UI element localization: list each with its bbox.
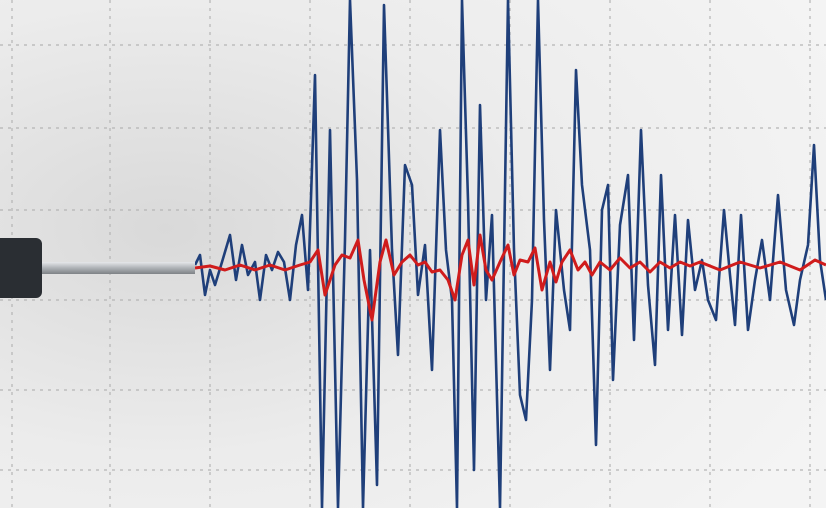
seismograph-stylus bbox=[0, 238, 195, 298]
stylus-body bbox=[0, 238, 42, 298]
stylus-rod bbox=[38, 262, 195, 274]
secondary-seismic-trace bbox=[194, 233, 826, 322]
